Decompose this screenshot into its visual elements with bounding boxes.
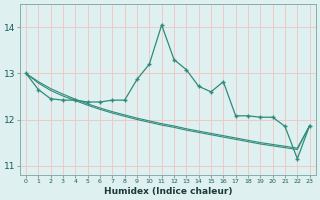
X-axis label: Humidex (Indice chaleur): Humidex (Indice chaleur) [104, 187, 232, 196]
